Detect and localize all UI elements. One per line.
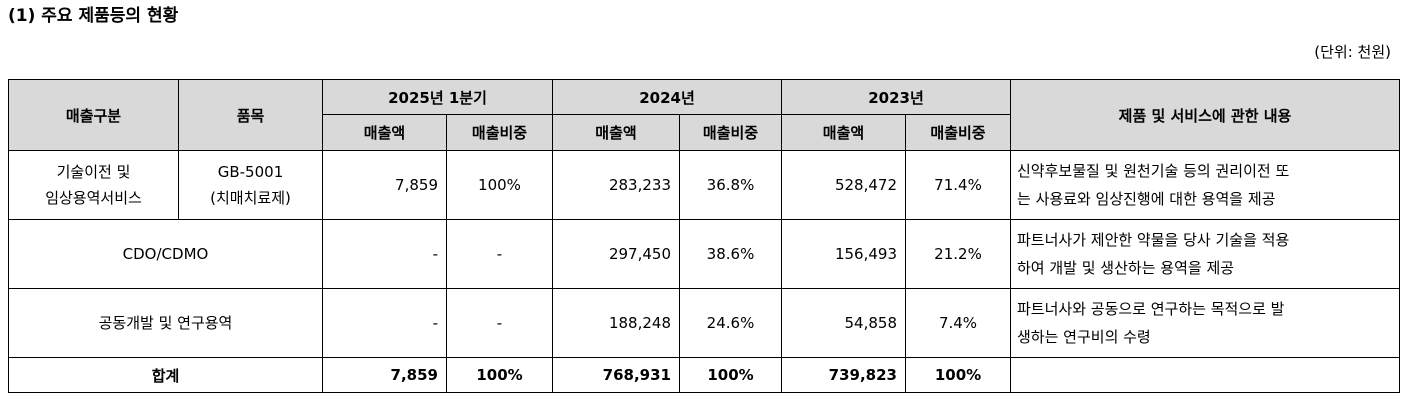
total-amount-2025q1: 7,859 — [322, 357, 447, 393]
amount-2025q1: - — [322, 288, 447, 358]
header-ratio: 매출비중 — [905, 114, 1011, 151]
table-row: 공동개발 및 연구용역 - - 188,248 24.6% 54,858 7.4… — [8, 288, 1400, 358]
total-description-empty — [1010, 357, 1400, 393]
ratio-2023: 71.4% — [905, 150, 1011, 220]
total-ratio-2024: 100% — [679, 357, 782, 393]
row-item-line: GB-5001 — [217, 163, 284, 181]
row-description-line: 파트너사와 공동으로 연구하는 목적으로 발 — [1017, 300, 1285, 318]
total-row: 합계 7,859 100% 768,931 100% 739,823 100% — [8, 357, 1400, 393]
row-description-line: 신약후보물질 및 원천기술 등의 권리이전 또 — [1017, 162, 1290, 180]
row-description: 파트너사와 공동으로 연구하는 목적으로 발 생하는 연구비의 수령 — [1010, 288, 1400, 358]
ratio-2025q1: 100% — [446, 150, 553, 220]
section-title: (1) 주요 제품등의 현황 — [8, 6, 179, 26]
ratio-2025q1: - — [446, 219, 553, 289]
ratio-2023: 7.4% — [905, 288, 1011, 358]
header-description: 제품 및 서비스에 관한 내용 — [1010, 79, 1400, 151]
ratio-2024: 36.8% — [679, 150, 782, 220]
table-row: 기술이전 및 임상용역서비스 GB-5001 (치매치료제) 7,859 100… — [8, 150, 1400, 220]
row-category: 기술이전 및 임상용역서비스 — [8, 150, 179, 220]
total-ratio-2023: 100% — [905, 357, 1011, 393]
header-ratio: 매출비중 — [679, 114, 782, 151]
ratio-2024: 38.6% — [679, 219, 782, 289]
unit-label: (단위: 천원) — [1314, 43, 1391, 61]
total-label: 합계 — [8, 357, 323, 393]
header-period-2025q1: 2025년 1분기 — [322, 79, 553, 115]
row-description-line: 는 사용료와 임상진행에 대한 용역을 제공 — [1017, 190, 1276, 208]
products-table: 매출구분 품목 2025년 1분기 2024년 2023년 제품 및 서비스에 … — [8, 79, 1400, 393]
header-period-2024: 2024년 — [552, 79, 782, 115]
total-amount-2023: 739,823 — [781, 357, 906, 393]
row-category-line: 기술이전 및 — [56, 163, 131, 181]
row-description-line: 하여 개발 및 생산하는 용역을 제공 — [1017, 259, 1235, 277]
total-amount-2024: 768,931 — [552, 357, 680, 393]
row-item-line: (치매치료제) — [210, 189, 291, 207]
total-ratio-2025q1: 100% — [446, 357, 553, 393]
table-row: CDO/CDMO - - 297,450 38.6% 156,493 21.2%… — [8, 219, 1400, 289]
ratio-2025q1: - — [446, 288, 553, 358]
amount-2024: 297,450 — [552, 219, 680, 289]
header-category: 매출구분 — [8, 79, 179, 151]
amount-2025q1: 7,859 — [322, 150, 447, 220]
row-item: GB-5001 (치매치료제) — [178, 150, 323, 220]
row-description-line: 생하는 연구비의 수령 — [1017, 328, 1151, 346]
amount-2025q1: - — [322, 219, 447, 289]
row-description: 파트너사가 제안한 약물을 당사 기술을 적용 하여 개발 및 생산하는 용역을… — [1010, 219, 1400, 289]
header-item: 품목 — [178, 79, 323, 151]
row-category: 공동개발 및 연구용역 — [8, 288, 323, 358]
amount-2023: 528,472 — [781, 150, 906, 220]
header-row-2: 매출액 매출비중 매출액 매출비중 매출액 매출비중 — [9, 114, 1400, 151]
amount-2024: 283,233 — [552, 150, 680, 220]
header-amount: 매출액 — [322, 114, 447, 151]
amount-2024: 188,248 — [552, 288, 680, 358]
row-category-line: 임상용역서비스 — [45, 189, 142, 207]
row-description-line: 파트너사가 제안한 약물을 당사 기술을 적용 — [1017, 231, 1290, 249]
ratio-2023: 21.2% — [905, 219, 1011, 289]
amount-2023: 156,493 — [781, 219, 906, 289]
header-ratio: 매출비중 — [446, 114, 553, 151]
header-period-2023: 2023년 — [781, 79, 1011, 115]
header-amount: 매출액 — [552, 114, 680, 151]
header-amount: 매출액 — [781, 114, 906, 151]
row-description: 신약후보물질 및 원천기술 등의 권리이전 또 는 사용료와 임상진행에 대한 … — [1010, 150, 1400, 220]
ratio-2024: 24.6% — [679, 288, 782, 358]
amount-2023: 54,858 — [781, 288, 906, 358]
row-category: CDO/CDMO — [8, 219, 323, 289]
header-row-1: 매출구분 품목 2025년 1분기 2024년 2023년 제품 및 서비스에 … — [8, 79, 1400, 151]
